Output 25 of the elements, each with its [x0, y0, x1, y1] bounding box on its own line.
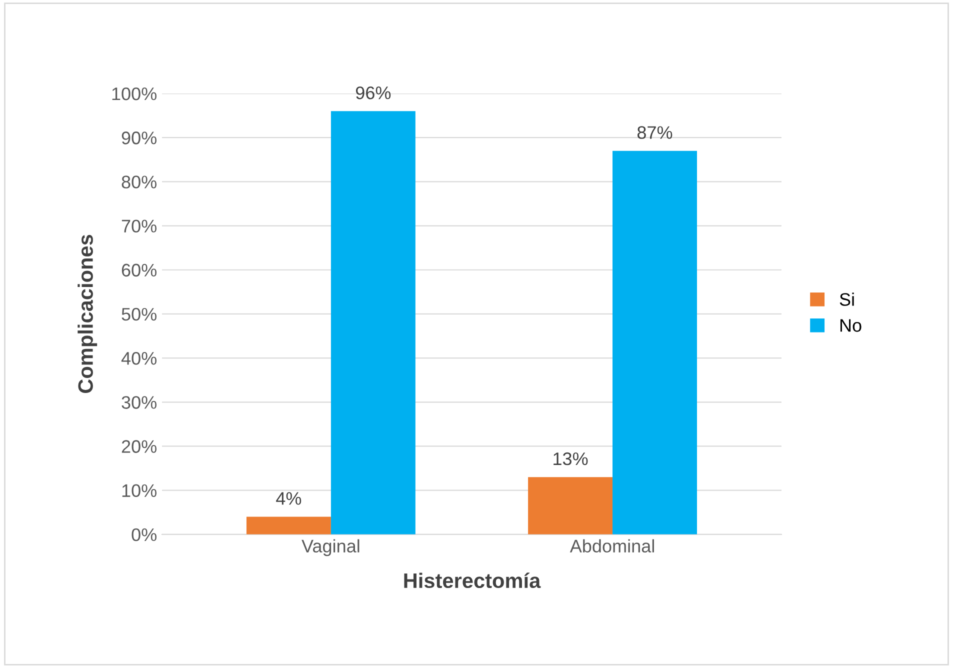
x-tick-label: Abdominal [570, 539, 654, 553]
x-axis-title: Histerectomía [404, 572, 541, 588]
y-tick-label: 40% [121, 352, 157, 365]
y-tick-label: 90% [122, 132, 157, 144]
data-label: 96% [356, 86, 391, 100]
y-tick-label: 30% [122, 396, 157, 409]
data-label: 4% [276, 492, 302, 505]
bar [612, 150, 697, 534]
legend-label: Si [840, 292, 854, 306]
y-tick-label: 80% [122, 176, 157, 188]
legend-label: No [840, 319, 862, 332]
bar [246, 516, 331, 534]
bar [330, 111, 416, 534]
data-label: 13% [554, 452, 588, 466]
y-tick-label: 50% [122, 308, 157, 321]
y-tick-label: 0% [132, 528, 157, 542]
bar [528, 477, 613, 534]
y-tick-label: 70% [122, 220, 157, 233]
y-tick-label: 60% [122, 264, 157, 277]
y-tick-label: 100% [112, 87, 157, 100]
x-tick-label: Vaginal [302, 539, 360, 556]
y-axis-title: Complicaciones [78, 234, 98, 393]
y-tick-label: 10% [122, 484, 157, 498]
y-tick-label: 20% [122, 440, 157, 453]
data-label: 87% [637, 126, 672, 139]
